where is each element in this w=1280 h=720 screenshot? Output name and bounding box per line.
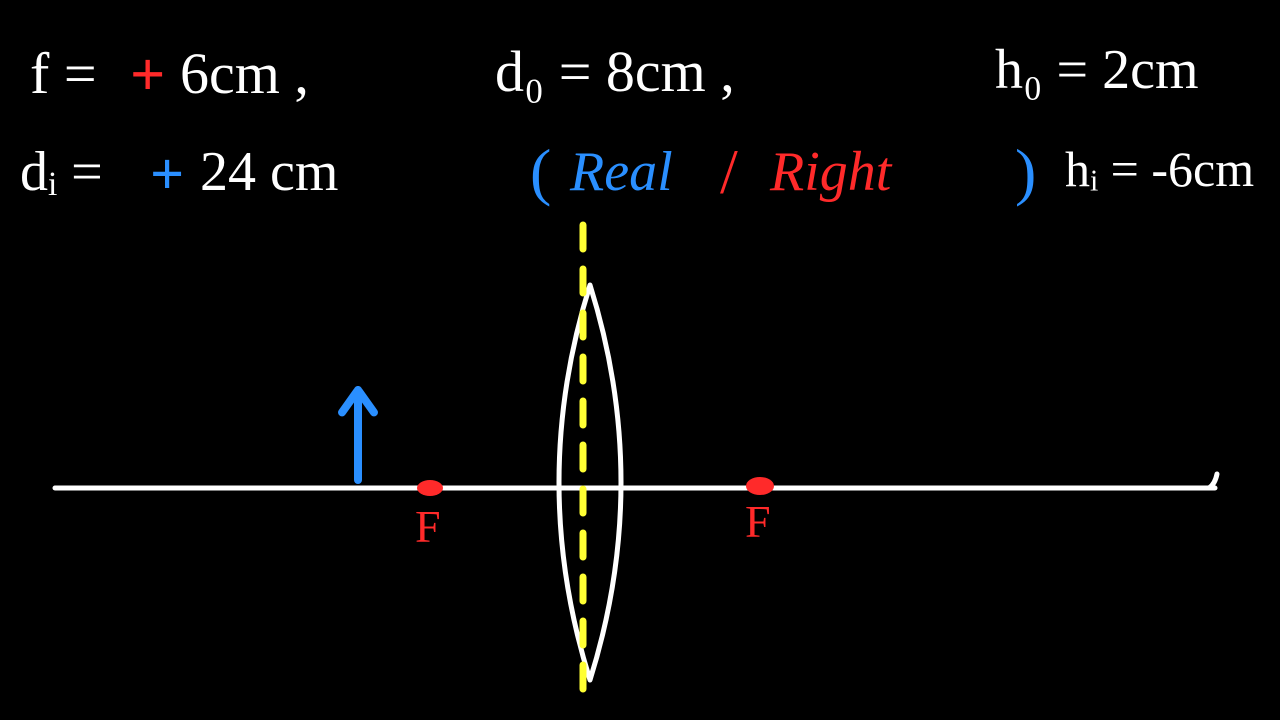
convex-lens: [559, 285, 621, 680]
lens-diagram: [0, 0, 1280, 720]
focal-point-right: [746, 477, 774, 495]
focal-point-left: [417, 480, 443, 496]
